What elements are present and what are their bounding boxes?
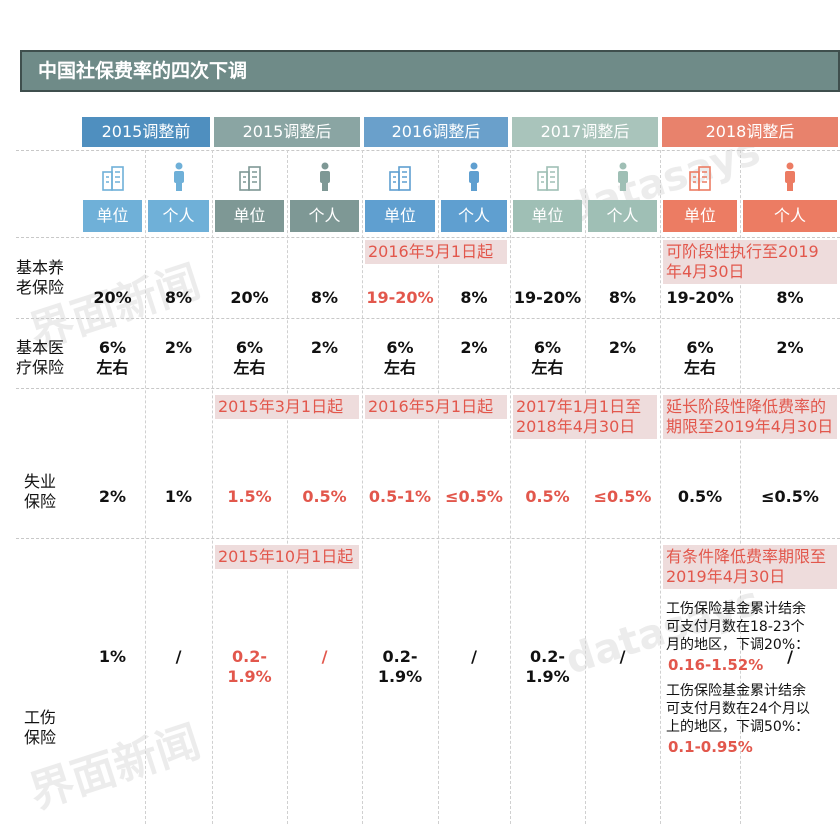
period-header: 2017调整后 — [512, 117, 658, 147]
row-label: 工伤保险 — [23, 708, 56, 747]
column-divider — [740, 150, 741, 824]
cell: 2% — [460, 338, 488, 357]
cell: 19-20% — [666, 288, 734, 307]
cell: / — [321, 647, 328, 666]
cell: 19-20% — [366, 288, 434, 307]
cell: 0.5% — [302, 487, 347, 506]
cell: 1% — [98, 647, 127, 666]
person-icon — [173, 162, 184, 191]
cell: 6%左右 — [683, 338, 716, 377]
cell: 20% — [230, 288, 269, 307]
person-icon — [319, 162, 330, 191]
cell: 8% — [460, 288, 488, 307]
detail-value: 0.16-1.52% — [668, 656, 764, 674]
detail-value: 0.1-0.95% — [668, 738, 753, 756]
cell: ≤0.5% — [445, 487, 503, 506]
person-icon — [617, 162, 628, 191]
cell: 8% — [608, 288, 637, 307]
sub-header: 个人 — [588, 200, 657, 232]
cell: 2% — [98, 487, 127, 506]
person-icon — [469, 162, 479, 191]
cell: 0.5% — [525, 487, 570, 506]
sub-header: 单位 — [365, 200, 435, 232]
sub-header: 单位 — [663, 200, 737, 232]
cell: 6%左右 — [233, 338, 266, 377]
cell: 2% — [608, 338, 637, 357]
cell: 2% — [164, 338, 193, 357]
cell: ≤0.5% — [761, 487, 819, 506]
sub-header: 个人 — [148, 200, 209, 232]
cell: ≤0.5% — [593, 487, 652, 506]
note: 2015年10月1日起 — [215, 545, 359, 569]
note: 2016年5月1日起 — [365, 395, 507, 419]
column-divider — [362, 150, 363, 824]
cell: 0.2-1.9% — [525, 647, 570, 686]
cell: 6%左右 — [383, 338, 416, 377]
row-divider — [16, 237, 840, 238]
row-divider — [16, 538, 840, 539]
title: 中国社保费率的四次下调 — [20, 50, 840, 92]
row-label: 基本医疗保险 — [15, 338, 64, 377]
note: 有条件降低费率期限至2019年4月30日 — [663, 545, 837, 589]
building-icon — [689, 166, 711, 191]
note: 可阶段性执行至2019年4月30日 — [663, 240, 837, 284]
note: 延长阶段性降低费率的期限至2019年4月30日 — [663, 395, 837, 439]
row-divider — [16, 388, 840, 389]
column-divider — [585, 150, 586, 824]
cell: 8% — [310, 288, 339, 307]
column-divider — [287, 150, 288, 824]
cell: 6%左右 — [96, 338, 129, 377]
sub-header: 个人 — [743, 200, 837, 232]
column-divider — [660, 150, 661, 824]
column-divider — [510, 150, 511, 824]
cell: 2% — [310, 338, 339, 357]
row-divider — [16, 150, 840, 151]
building-icon — [101, 166, 124, 191]
cell: / — [471, 647, 477, 666]
building-icon — [389, 166, 411, 191]
building-icon — [536, 166, 559, 191]
row-label: 失业保险 — [23, 472, 56, 511]
cell: 0.2-1.9% — [377, 647, 423, 686]
period-header: 2018调整后 — [662, 117, 838, 147]
sub-header: 单位 — [215, 200, 284, 232]
cell: 19-20% — [513, 288, 582, 307]
building-icon — [238, 166, 261, 191]
cell: 1.5% — [227, 487, 272, 506]
period-header: 2016调整后 — [364, 117, 508, 147]
column-divider — [145, 150, 146, 824]
note: 2017年1月1日至2018年4月30日 — [513, 395, 657, 439]
period-header: 2015调整前 — [82, 117, 210, 147]
cell: 6%左右 — [531, 338, 564, 377]
cell: / — [787, 647, 793, 666]
cell: 2% — [776, 338, 804, 357]
sub-header: 单位 — [83, 200, 142, 232]
period-header: 2015调整后 — [214, 117, 360, 147]
note: 2015年3月1日起 — [215, 395, 359, 419]
cell: / — [175, 647, 182, 666]
note: 2016年5月1日起 — [365, 240, 507, 264]
sub-header: 个人 — [441, 200, 507, 232]
row-divider — [16, 318, 840, 319]
cell: 20% — [93, 288, 132, 307]
cell: / — [619, 647, 626, 666]
cell: 0.5-1% — [368, 487, 432, 506]
column-divider — [212, 150, 213, 824]
sub-header: 单位 — [513, 200, 582, 232]
cell: 8% — [776, 288, 804, 307]
cell-detail: 工伤保险基金累计结余可支付月数在18-23个月的地区，下调20%： 0.16-1.… — [666, 600, 814, 764]
cell: 1% — [164, 487, 193, 506]
cell: 0.2-1.9% — [227, 647, 272, 686]
detail-text: 工伤保险基金累计结余可支付月数在24个月以上的地区，下调50%： — [666, 683, 810, 735]
column-divider — [438, 150, 439, 824]
row-label: 基本养老保险 — [15, 258, 64, 297]
cell: 8% — [164, 288, 193, 307]
detail-text: 工伤保险基金累计结余可支付月数在18-23个月的地区，下调20%： — [666, 601, 810, 653]
sub-header: 个人 — [290, 200, 359, 232]
person-icon — [785, 162, 795, 191]
cell: 0.5% — [677, 487, 723, 506]
